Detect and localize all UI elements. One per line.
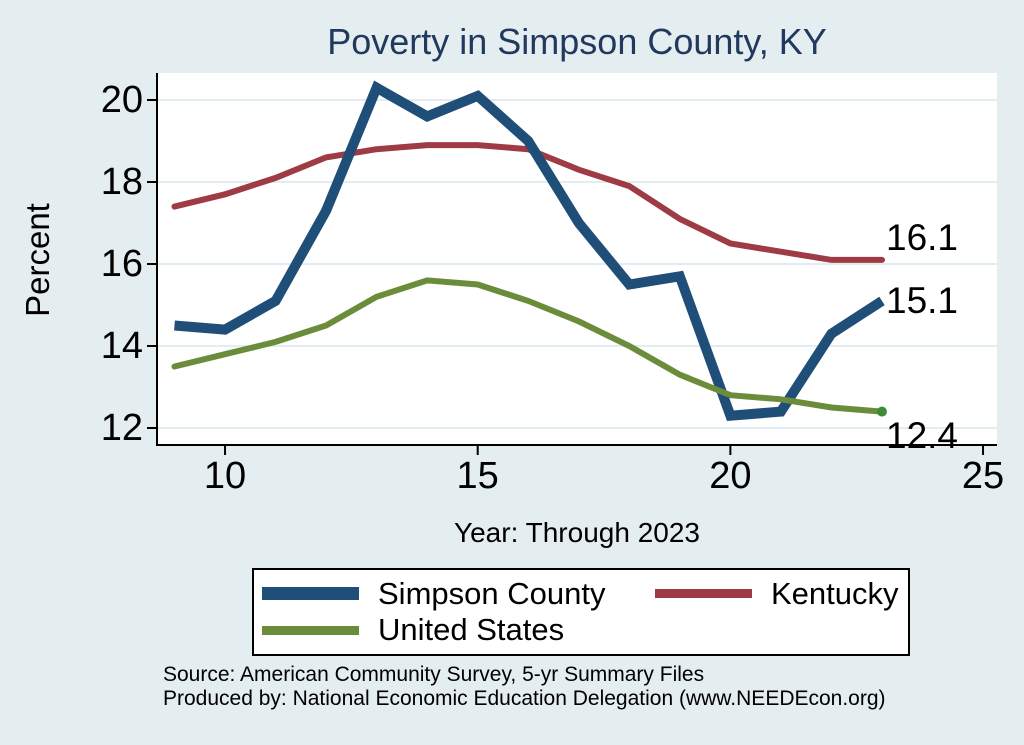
legend: Simpson County Kentucky United States [252, 568, 910, 656]
legend-row: Simpson County Kentucky [262, 575, 900, 611]
legend-row: United States [262, 613, 900, 647]
legend-label-kentucky: Kentucky [771, 575, 899, 611]
legend-item-united-states: United States [262, 613, 655, 647]
legend-swatch-kentucky [655, 589, 752, 599]
series-line-united-states [171, 277, 885, 415]
y-tick-label: 12 [100, 407, 143, 449]
y-tick-label: 20 [100, 79, 143, 121]
series-end-label-simpson-county: 15.1 [886, 279, 959, 321]
series-end-dot-united-states [876, 406, 887, 417]
y-tick-label: 18 [100, 161, 143, 203]
series-end-label-kentucky: 16.1 [886, 216, 959, 258]
series-end-label-united-states: 12.4 [886, 414, 959, 456]
x-tick-label: 25 [961, 455, 1005, 497]
source-line: Source: American Community Survey, 5-yr … [163, 663, 705, 686]
y-tick-label: 14 [100, 325, 143, 367]
x-tick-label: 20 [709, 455, 752, 497]
chart-title: Poverty in Simpson County, KY [327, 21, 827, 62]
legend-item-kentucky: Kentucky [655, 575, 899, 611]
series-line-simpson-county [174, 80, 885, 421]
legend-label-simpson-county: Simpson County [378, 575, 606, 611]
y-tick-label: 16 [100, 243, 143, 285]
x-axis-title: Year: Through 2023 [454, 517, 700, 548]
x-tick-label: 10 [203, 455, 247, 497]
produced-by-line: Produced by: National Economic Education… [163, 687, 886, 710]
source-note: Source: American Community Survey, 5-yr … [163, 663, 886, 711]
x-tick-label: 15 [456, 455, 499, 497]
legend-swatch-simpson-county [262, 587, 359, 601]
legend-swatch-united-states [262, 625, 359, 635]
series-line-kentucky [171, 142, 885, 263]
legend-item-simpson-county: Simpson County [262, 575, 655, 611]
legend-label-united-states: United States [378, 612, 565, 648]
